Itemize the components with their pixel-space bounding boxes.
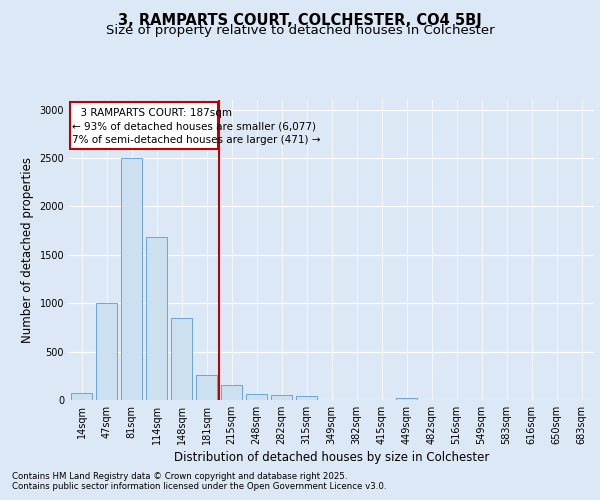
Text: Contains public sector information licensed under the Open Government Licence v3: Contains public sector information licen… bbox=[12, 482, 386, 491]
Text: ← 93% of detached houses are smaller (6,077): ← 93% of detached houses are smaller (6,… bbox=[71, 122, 316, 132]
Y-axis label: Number of detached properties: Number of detached properties bbox=[21, 157, 34, 343]
Bar bbox=[296, 396, 317, 400]
Bar bbox=[96, 303, 117, 400]
Bar bbox=[246, 394, 267, 400]
Text: Contains HM Land Registry data © Crown copyright and database right 2025.: Contains HM Land Registry data © Crown c… bbox=[12, 472, 347, 481]
Bar bbox=[271, 395, 292, 400]
Bar bbox=[196, 375, 217, 400]
Text: 3 RAMPARTS COURT: 187sqm: 3 RAMPARTS COURT: 187sqm bbox=[74, 108, 232, 118]
Bar bbox=[121, 158, 142, 400]
X-axis label: Distribution of detached houses by size in Colchester: Distribution of detached houses by size … bbox=[174, 451, 489, 464]
Text: Size of property relative to detached houses in Colchester: Size of property relative to detached ho… bbox=[106, 24, 494, 37]
Text: 3, RAMPARTS COURT, COLCHESTER, CO4 5BJ: 3, RAMPARTS COURT, COLCHESTER, CO4 5BJ bbox=[118, 12, 482, 28]
Bar bbox=[71, 392, 92, 400]
Text: 7% of semi-detached houses are larger (471) →: 7% of semi-detached houses are larger (4… bbox=[71, 135, 320, 145]
Bar bbox=[396, 398, 417, 400]
Bar bbox=[221, 386, 242, 400]
Bar bbox=[146, 238, 167, 400]
Bar bbox=[70, 102, 218, 150]
Bar bbox=[171, 318, 192, 400]
